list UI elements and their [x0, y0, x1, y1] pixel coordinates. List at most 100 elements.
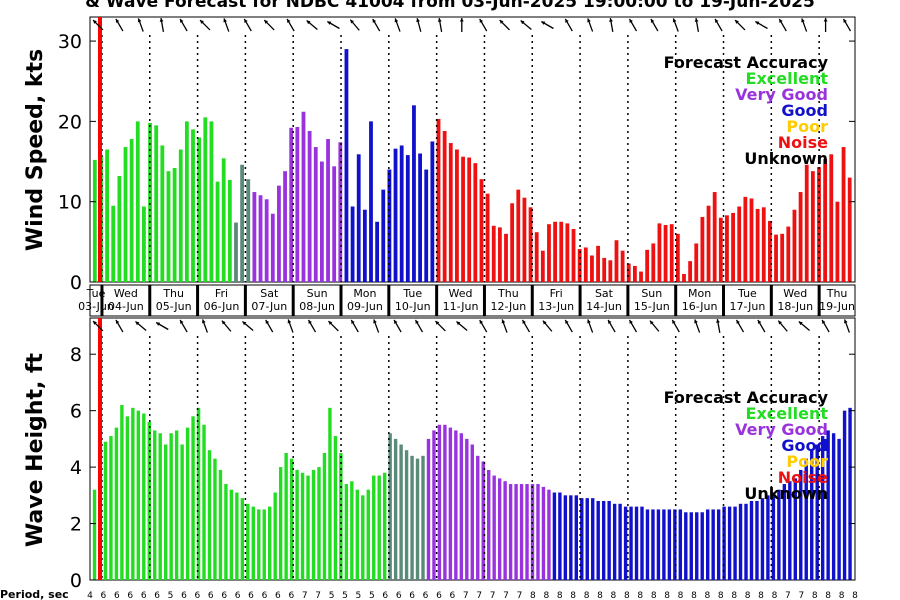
arrow-head: [394, 18, 399, 23]
data-bar: [393, 148, 398, 282]
data-bar: [454, 430, 458, 580]
data-bar: [749, 198, 754, 282]
arrow-head: [843, 18, 847, 23]
data-bar: [185, 427, 190, 580]
legend-entry: Poor: [786, 452, 828, 471]
period-value: 8: [758, 591, 764, 600]
period-value: 8: [570, 591, 576, 600]
data-bar: [541, 486, 546, 580]
arrow-head: [287, 18, 291, 23]
data-bar: [163, 444, 168, 580]
period-value: 7: [463, 591, 469, 600]
arrow-head: [306, 20, 311, 25]
data-bar: [675, 233, 680, 282]
data-bar: [350, 206, 355, 282]
data-bar: [125, 416, 130, 580]
data-bar: [301, 111, 306, 282]
data-bar: [213, 458, 217, 580]
legend-entry: Poor: [786, 117, 828, 136]
y-axis-label: Wave Height, ft: [23, 352, 48, 547]
arrow-head: [200, 20, 204, 24]
period-value: 8: [745, 591, 751, 600]
arrow-head: [629, 18, 633, 23]
data-bar: [131, 407, 135, 580]
period-value: 7: [785, 591, 791, 600]
arrow-head: [801, 18, 805, 23]
data-bar: [810, 171, 815, 282]
data-bar: [738, 503, 743, 580]
data-bar: [442, 131, 447, 282]
data-bar: [547, 224, 551, 282]
data-bar: [295, 469, 299, 580]
data-bar: [92, 159, 97, 282]
period-value: 8: [772, 591, 778, 600]
data-bar: [142, 206, 146, 282]
period-value: 6: [275, 591, 281, 600]
data-bar: [553, 221, 558, 282]
data-bar: [221, 158, 226, 282]
period-value: 7: [503, 591, 509, 600]
day-date-label: 15-Jun: [634, 300, 670, 313]
data-bar: [804, 164, 809, 282]
data-bar: [577, 249, 582, 282]
data-bar: [476, 455, 480, 580]
data-bar: [744, 503, 748, 580]
data-bar: [307, 131, 312, 282]
period-value: 6: [141, 591, 147, 600]
arrow-head: [822, 319, 826, 324]
data-bar: [424, 169, 429, 282]
arrow-head: [778, 320, 783, 325]
data-bar: [166, 171, 171, 282]
data-bar: [191, 416, 195, 580]
data-bar: [361, 495, 365, 580]
data-bar: [645, 509, 650, 580]
data-bar: [459, 433, 464, 580]
data-bar: [743, 196, 748, 282]
day-name-label: Tue: [402, 287, 422, 300]
data-bar: [596, 500, 600, 580]
arrow-head: [265, 319, 270, 324]
arrow-head: [202, 319, 206, 324]
day-date-label: 18-Jun: [777, 300, 813, 313]
data-bar: [580, 498, 584, 580]
data-bar: [782, 484, 787, 580]
arrow-head: [755, 21, 760, 25]
data-bar: [142, 413, 146, 580]
wave-height-panel: 0 2 4 6 8 Wave Height, ft Forecast AccuracyExc…: [23, 317, 856, 592]
data-bar: [355, 489, 360, 580]
period-value: 7: [490, 591, 496, 600]
data-bar: [246, 179, 251, 282]
data-bar: [771, 492, 776, 580]
data-bar: [835, 201, 840, 282]
data-bar: [202, 424, 206, 580]
data-bar: [737, 206, 742, 282]
period-value: 8: [637, 591, 643, 600]
data-bar: [522, 197, 527, 282]
data-bar: [749, 500, 754, 580]
data-bar: [651, 509, 655, 580]
data-bar: [777, 489, 781, 580]
y-tick-label: 4: [70, 457, 82, 479]
day-name-label: Tue: [86, 287, 106, 300]
arrow-head: [694, 18, 699, 22]
data-bar: [663, 224, 668, 282]
data-bar: [154, 125, 159, 282]
data-bar: [356, 154, 361, 282]
data-bar: [528, 207, 533, 282]
data-bar: [404, 450, 409, 580]
arrow-head: [308, 319, 312, 324]
day-name-label: Sat: [260, 287, 279, 300]
arrow-head: [609, 18, 613, 22]
data-bar: [191, 129, 195, 282]
data-bar: [487, 469, 491, 580]
data-bar: [768, 220, 772, 282]
data-bar: [780, 233, 785, 282]
data-bar: [184, 121, 189, 282]
period-value: 7: [517, 591, 523, 600]
period-value: 6: [154, 591, 160, 600]
data-bar: [251, 506, 255, 580]
period-value: 8: [812, 591, 818, 600]
data-bar: [590, 255, 594, 282]
day-name-label: Thu: [826, 287, 848, 300]
data-bar: [209, 121, 214, 282]
